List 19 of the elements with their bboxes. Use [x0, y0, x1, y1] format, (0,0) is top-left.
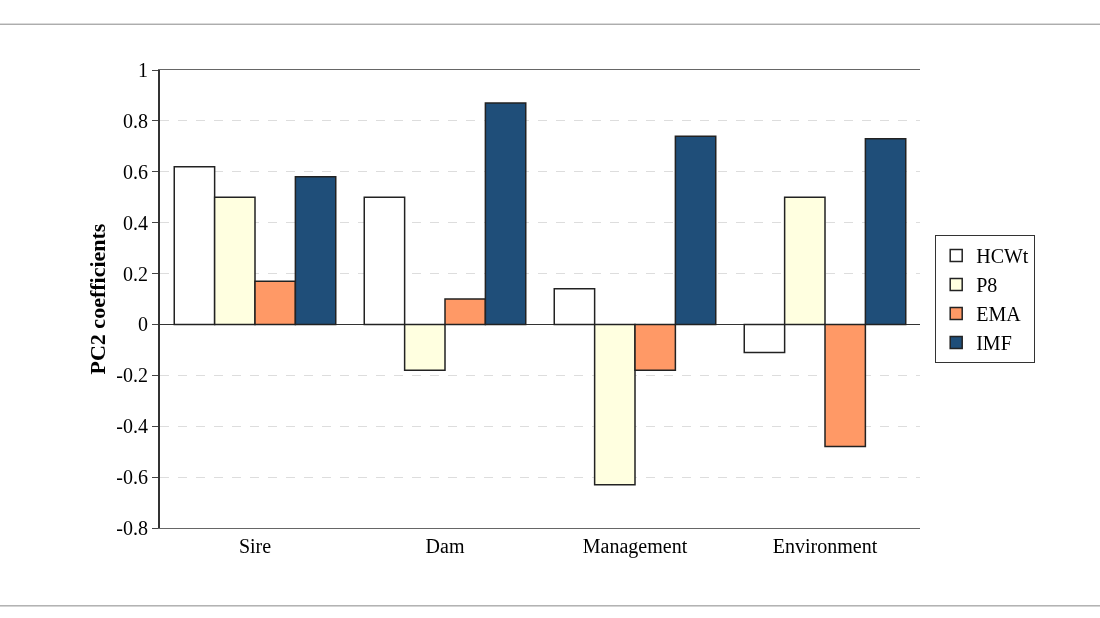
y-tick-label: -0.2: [116, 364, 148, 387]
y-tick-label: 0.4: [123, 211, 148, 234]
legend-label: P8: [976, 274, 998, 297]
y-tick-label: 1: [138, 59, 148, 81]
y-tick-label: 0: [138, 313, 148, 336]
y-tick-label: -0.8: [116, 517, 148, 539]
legend-label: IMF: [976, 332, 1012, 355]
x-tick-label: Environment: [772, 535, 878, 557]
x-tick-label: Dam: [425, 535, 465, 557]
y-tick-label: -0.4: [116, 415, 148, 438]
x-tick-label: Management: [582, 535, 688, 558]
y-tick-label: 0.8: [123, 109, 148, 132]
y-tick-label: 0.6: [123, 160, 148, 183]
legend-label: HCWt: [976, 245, 1029, 268]
y-tick-label: -0.6: [116, 466, 148, 489]
y-tick-label: 0.2: [123, 262, 148, 285]
legend-label: EMA: [976, 303, 1022, 326]
y-axis-title: PC2 coefficients: [85, 223, 110, 375]
x-tick-label: Sire: [238, 535, 272, 557]
